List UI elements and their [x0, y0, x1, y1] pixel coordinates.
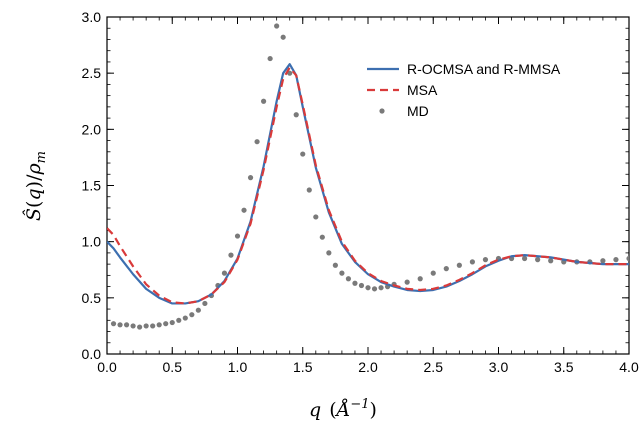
y-tick-label: 1.0: [82, 234, 102, 250]
y-tick-label: 0.0: [82, 346, 102, 362]
x-tick-label: 0.0: [97, 359, 117, 375]
md-data-point: [267, 55, 273, 62]
md-data-point: [169, 319, 175, 326]
msa-line: [107, 66, 629, 305]
md-data-point: [600, 258, 606, 264]
md-data-point: [241, 207, 247, 213]
y-tick-label: 0.5: [82, 290, 102, 306]
md-data-point: [110, 321, 117, 327]
md-data-point: [482, 257, 489, 263]
x-axis-label-unit: Å: [335, 399, 351, 421]
legend-label: MSA: [407, 82, 438, 98]
axis-ticks: 0.0 0.5 1.0 1.5 2.0 2.5 3.0 3.5 4.0 0.0 0.5 1.0 1.5 2…: [82, 9, 639, 375]
x-tick-label: 2.5: [424, 359, 444, 375]
md-data-point: [358, 282, 365, 289]
md-data-point: [319, 234, 325, 240]
md-data-point: [345, 276, 352, 282]
x-tick-label: 0.5: [163, 359, 183, 375]
md-data-point: [123, 322, 130, 328]
md-data-point: [280, 34, 286, 40]
md-data-point: [176, 317, 182, 323]
md-data-point: [247, 175, 254, 181]
legend-marker-md: [379, 108, 385, 114]
md-data-point: [156, 322, 162, 328]
y-axis-label-s: Ŝ: [22, 208, 45, 221]
md-data-point: [228, 252, 234, 258]
md-data-point: [430, 270, 436, 276]
y-tick-label: 1.5: [82, 178, 102, 194]
md-data-point: [261, 98, 267, 104]
x-tick-label: 2.0: [358, 359, 378, 375]
x-tick-label: 4.0: [619, 359, 639, 375]
md-data-point: [221, 270, 228, 276]
y-tick-label: 3.0: [82, 9, 102, 25]
legend-label: R-OCMSA and R-MMSA: [407, 61, 561, 77]
md-data-point: [339, 270, 345, 276]
x-tick-label: 1.0: [228, 359, 248, 375]
md-data-point: [117, 322, 123, 328]
x-axis-label-q: q: [309, 399, 321, 421]
md-data-point: [332, 262, 338, 268]
md-data-point: [130, 323, 136, 329]
legend: R-OCMSA and R-MMSA MSA MD: [367, 61, 561, 119]
md-data-point: [535, 257, 541, 263]
md-data-point: [371, 286, 378, 292]
md-data-point: [300, 151, 306, 157]
x-axis-label-exp: −1: [350, 397, 369, 412]
md-data-point: [548, 258, 554, 264]
md-data-point: [313, 214, 319, 220]
md-data-point: [404, 279, 410, 285]
md-data-point: [234, 233, 241, 239]
x-axis-label-unit-open: (: [329, 399, 336, 421]
md-data-point: [613, 257, 619, 263]
x-tick-label: 3.0: [489, 359, 509, 375]
md-data-point: [306, 187, 312, 193]
legend-label: MD: [407, 103, 429, 119]
md-data-point: [417, 276, 423, 282]
md-data-point: [456, 262, 462, 268]
md-data-point: [293, 112, 299, 118]
y-axis-label: Ŝ(q)/ρm: [22, 151, 49, 221]
md-data-point: [143, 323, 149, 329]
md-data-point: [469, 259, 475, 265]
x-tick-label: 1.5: [293, 359, 313, 375]
md-data-point: [150, 323, 156, 329]
md-data-point: [522, 255, 528, 262]
md-data-point: [182, 315, 188, 321]
y-tick-label: 2.5: [82, 65, 102, 81]
md-data-point: [274, 23, 280, 29]
md-data-point: [137, 324, 143, 330]
x-axis-label: q (Å−1): [309, 397, 377, 421]
md-data-point: [443, 266, 449, 272]
x-axis-label-unit-close: ): [370, 399, 377, 421]
md-data-point: [195, 307, 201, 313]
md-data-point: [202, 300, 208, 307]
md-data-point: [378, 285, 384, 291]
y-tick-label: 2.0: [82, 121, 102, 137]
md-data-point: [352, 280, 358, 286]
md-data-point: [254, 139, 260, 145]
md-data-point: [163, 321, 169, 327]
md-data-point: [326, 250, 332, 256]
md-data-point: [626, 255, 629, 262]
x-tick-label: 3.5: [554, 359, 574, 375]
plot-area: [106, 16, 630, 355]
series-layer: [107, 23, 629, 330]
md-data-point: [189, 312, 195, 318]
md-data-point: [365, 285, 371, 291]
